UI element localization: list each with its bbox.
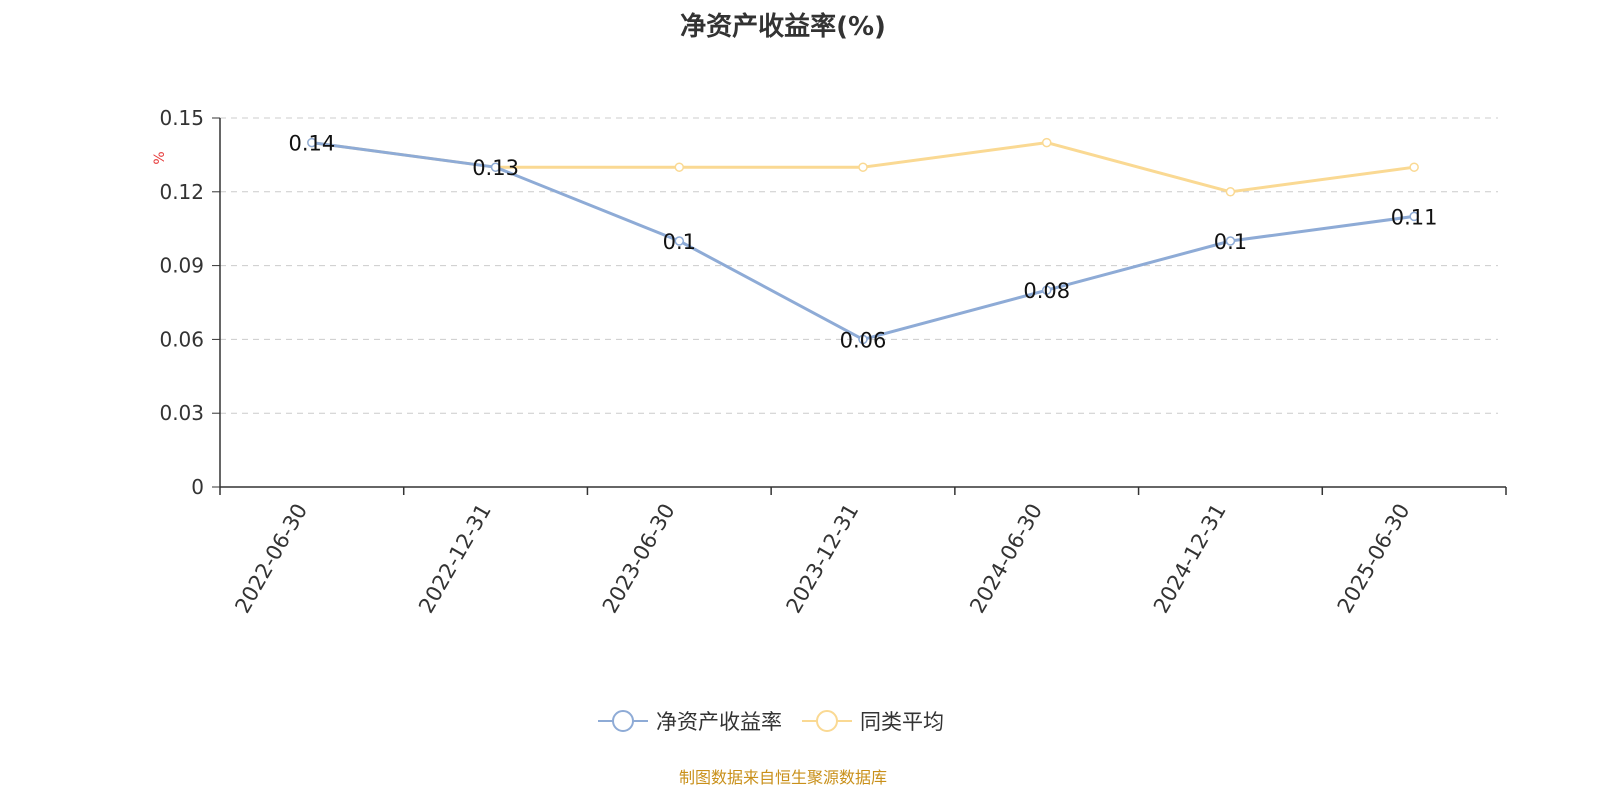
- x-tick-label: 2023-06-30: [598, 500, 680, 618]
- chart-title: 净资产收益率(%): [680, 12, 886, 42]
- line-chart: 0 0.03 0.06 0.09 0.12 0.15% 2022-06-30 2022-12-…: [152, 106, 1507, 618]
- series-point-0: [1225, 236, 1236, 246]
- data-label: 0.11: [1391, 205, 1438, 229]
- y-tick-label: 0.09: [159, 254, 204, 278]
- data-label: 0.1: [663, 230, 696, 254]
- data-label: 0.06: [840, 328, 887, 352]
- legend-label-peer-average: 同类平均: [860, 710, 944, 734]
- series-point-0: [307, 137, 317, 148]
- series-point-1: [1409, 162, 1419, 172]
- series-point-0: [1041, 285, 1052, 295]
- y-tick-label: 0: [191, 475, 204, 499]
- data-label: 0.08: [1023, 279, 1070, 303]
- series-point-0: [1409, 211, 1419, 222]
- legend-item-peer-average[interactable]: 同类平均: [802, 706, 944, 736]
- x-tick-label: 2022-06-30: [230, 500, 312, 618]
- x-tick-label: 2022-12-31: [414, 499, 496, 617]
- legend-marker-roe-icon: [598, 710, 648, 732]
- series-point-1: [1041, 137, 1052, 148]
- y-tick-label: 0.03: [159, 401, 204, 425]
- data-label: 0.1: [1214, 230, 1247, 254]
- x-tick-label: 2023-12-31: [782, 500, 864, 618]
- x-tick-label: 2025-06-30: [1333, 500, 1415, 618]
- legend-marker-peer-average-icon: [802, 710, 852, 732]
- series-point-0: [674, 236, 685, 246]
- legend-item-roe[interactable]: 净资产收益率: [598, 706, 782, 736]
- y-axis-label: %: [152, 151, 168, 164]
- y-tick-label: 0.15: [159, 106, 204, 130]
- source-note: 制图数据来自恒生聚源数据库: [678, 768, 887, 787]
- x-tick-label: 2024-12-31: [1149, 500, 1231, 618]
- y-tick-label: 0.06: [159, 327, 204, 351]
- series-point-1: [1225, 187, 1236, 197]
- series-point-1: [674, 162, 685, 172]
- series-point-0: [858, 334, 868, 345]
- series-point-0: [490, 162, 501, 172]
- legend: 净资产收益率 同类平均: [598, 706, 964, 736]
- x-tick-label: 2024-06-30: [965, 500, 1047, 618]
- data-label: 0.13: [472, 156, 519, 180]
- data-label: 0.14: [288, 132, 335, 156]
- legend-label-roe: 净资产收益率: [656, 710, 782, 734]
- y-tick-label: 0.12: [159, 180, 204, 204]
- series-point-1: [858, 162, 868, 172]
